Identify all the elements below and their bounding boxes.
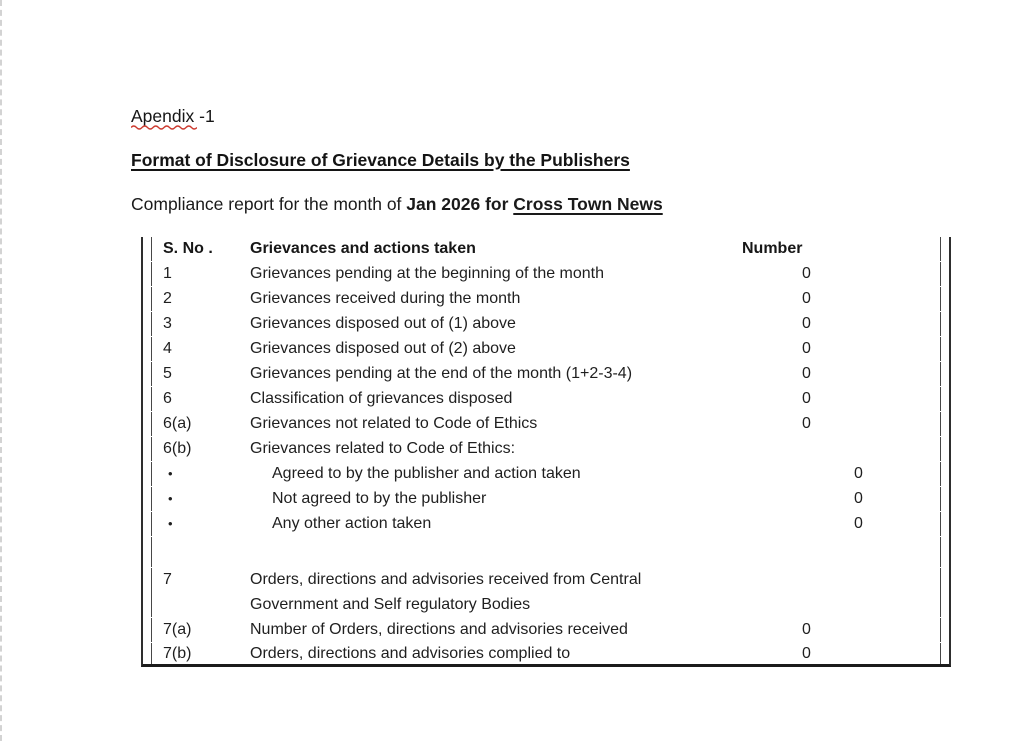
row-sno-cell: • <box>168 516 173 531</box>
row-desc-cell <box>250 537 742 567</box>
row-number-cell: 0 <box>854 465 863 482</box>
table-row: • Agreed to by the publisher and action … <box>151 462 941 486</box>
row-desc-cell: Grievances related to Code of Ethics: <box>250 440 516 457</box>
row-desc-cell: Classification of grievances disposed <box>250 390 513 407</box>
row-sno-cell: 7 <box>163 571 172 588</box>
table-row: 2 Grievances received during the month 0 <box>151 287 941 311</box>
row-desc-cell: Grievances pending at the end of the mon… <box>250 365 633 382</box>
row-number-cell: 0 <box>854 515 863 532</box>
row-sno-cell: 6 <box>163 390 172 407</box>
row-sno-cell: • <box>168 491 173 506</box>
row-desc-cell: Not agreed to by the publisher <box>272 490 487 507</box>
header-number: Number <box>742 240 803 257</box>
grievance-table: S. No . Grievances and actions taken Num… <box>141 237 951 667</box>
compliance-prefix: Compliance report for the month of <box>131 194 407 214</box>
compliance-line: Compliance report for the month of Jan 2… <box>131 194 663 215</box>
table-row: 6(b) Grievances related to Code of Ethic… <box>151 437 941 461</box>
page-left-edge <box>0 0 2 741</box>
row-number-cell: 0 <box>802 315 811 332</box>
row-number-cell <box>742 437 940 461</box>
table-row: 7(a) Number of Orders, directions and ad… <box>151 618 941 642</box>
table-row: 6(a) Grievances not related to Code of E… <box>151 412 941 436</box>
table-row: 6 Classification of grievances disposed … <box>151 387 941 411</box>
row-sno-cell: 6(b) <box>163 440 192 457</box>
table-row: 1 Grievances pending at the beginning of… <box>151 262 941 286</box>
row-number-cell: 0 <box>802 645 811 662</box>
row-number-cell: 0 <box>802 265 811 282</box>
row-desc-cell: Orders, directions and advisories compli… <box>250 645 571 662</box>
table-body: 1 Grievances pending at the beginning of… <box>151 262 941 664</box>
row-number-cell: 0 <box>802 290 811 307</box>
row-desc-cell: Orders, directions and advisories receiv… <box>250 571 642 613</box>
row-desc-cell: Number of Orders, directions and advisor… <box>250 621 628 638</box>
table-row: 5 Grievances pending at the end of the m… <box>151 362 941 386</box>
row-sno-cell: 3 <box>163 315 172 332</box>
table-row: 4 Grievances disposed out of (2) above 0 <box>151 337 941 361</box>
row-desc-cell: Grievances not related to Code of Ethics <box>250 415 538 432</box>
compliance-month: Jan 2026 for <box>406 194 514 214</box>
row-number-cell <box>742 537 940 567</box>
row-number-cell: 0 <box>802 415 811 432</box>
row-desc-cell: Grievances pending at the beginning of t… <box>250 265 605 282</box>
header-grievances: Grievances and actions taken <box>250 240 476 257</box>
row-sno-cell: 7(a) <box>163 621 192 638</box>
row-sno-cell <box>152 537 250 567</box>
appendix-heading: Apendix -1 <box>131 106 215 130</box>
appendix-word-text: Apendix <box>131 106 195 126</box>
table-row: • Not agreed to by the publisher 0 <box>151 487 941 511</box>
row-desc-cell: Agreed to by the publisher and action ta… <box>272 465 581 482</box>
row-number-cell <box>742 568 940 617</box>
row-number-cell: 0 <box>802 365 811 382</box>
row-number-cell: 0 <box>802 621 811 638</box>
row-sno-cell: 5 <box>163 365 172 382</box>
row-desc-cell: Grievances received during the month <box>250 290 521 307</box>
table-row: 7(b) Orders, directions and advisories c… <box>151 643 941 664</box>
row-sno-cell: 6(a) <box>163 415 192 432</box>
row-desc-cell: Grievances disposed out of (1) above <box>250 315 516 332</box>
table-header-row: S. No . Grievances and actions taken Num… <box>151 237 941 261</box>
table-row <box>151 537 941 567</box>
spellcheck-underline-icon <box>131 125 197 130</box>
table-row: 3 Grievances disposed out of (1) above 0 <box>151 312 941 336</box>
appendix-suffix: -1 <box>194 106 215 126</box>
row-sno-cell: 1 <box>163 265 172 282</box>
row-number-cell: 0 <box>854 490 863 507</box>
row-sno-cell: 4 <box>163 340 172 357</box>
row-number-cell: 0 <box>802 390 811 407</box>
compliance-publisher: Cross Town News <box>513 194 663 214</box>
table-row: 7 Orders, directions and advisories rece… <box>151 568 941 617</box>
document-title: Format of Disclosure of Grievance Detail… <box>131 150 630 170</box>
header-sno: S. No . <box>163 240 213 257</box>
row-desc-cell: Any other action taken <box>272 515 432 532</box>
row-sno-cell: • <box>168 466 173 481</box>
row-desc-cell: Grievances disposed out of (2) above <box>250 340 516 357</box>
appendix-word: Apendix <box>131 106 197 130</box>
row-sno-cell: 7(b) <box>163 645 192 662</box>
row-number-cell: 0 <box>802 340 811 357</box>
row-sno-cell: 2 <box>163 290 172 307</box>
table-row: • Any other action taken 0 <box>151 512 941 536</box>
